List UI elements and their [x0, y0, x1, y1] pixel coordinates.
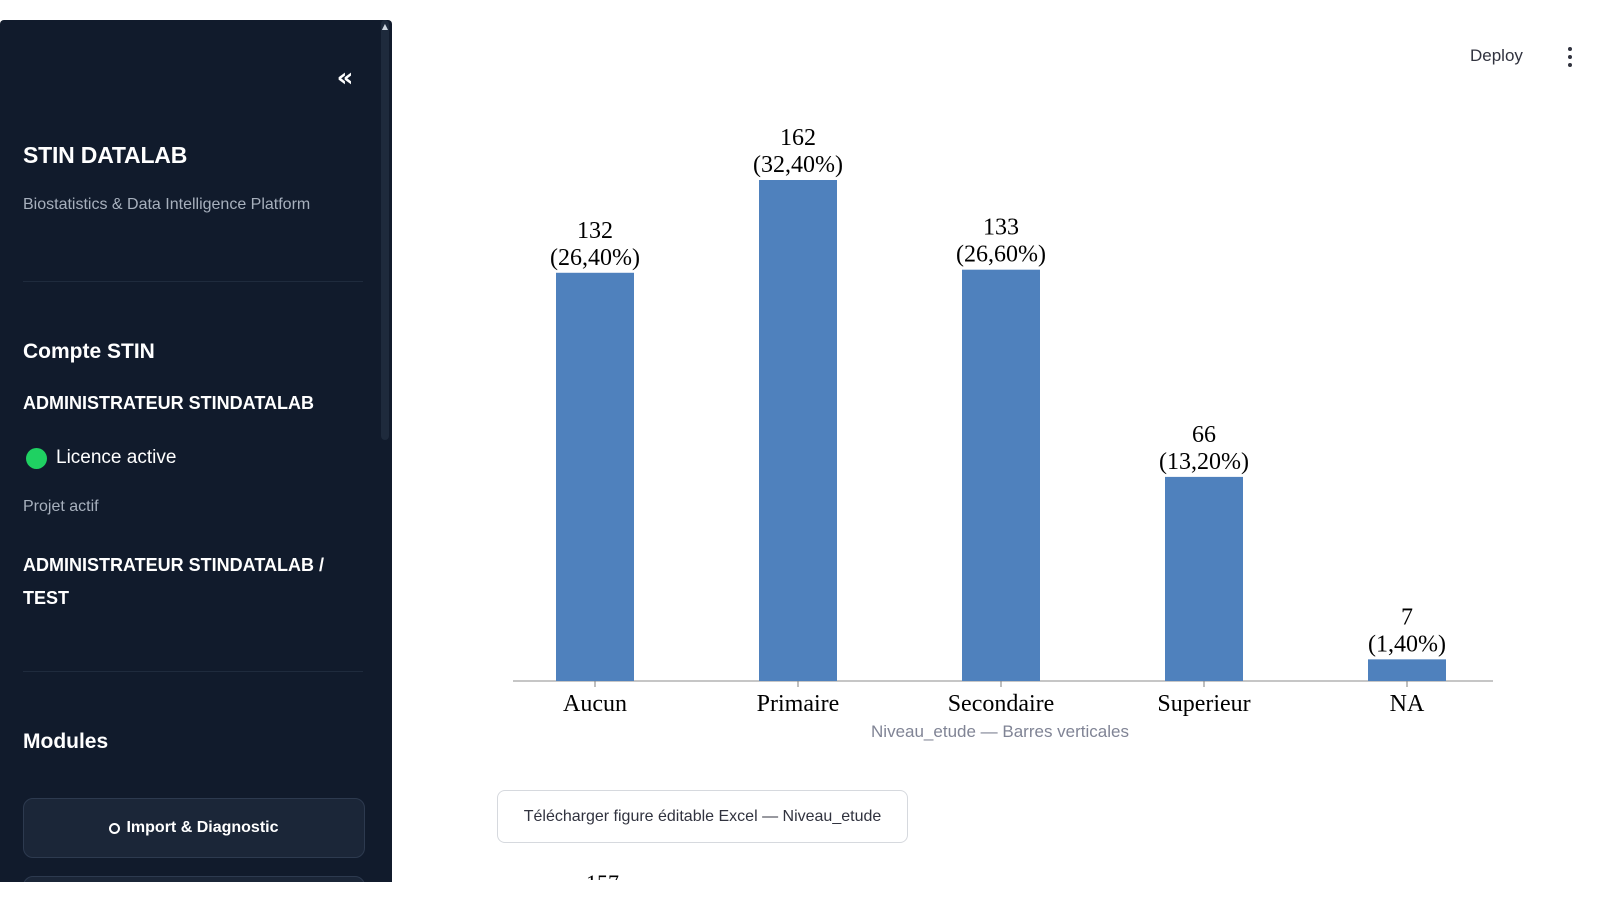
bar — [1368, 659, 1446, 681]
bar-percent-label: (1,40%) — [1368, 631, 1446, 657]
brand-title: STIN DATALAB — [23, 142, 188, 168]
deploy-button[interactable]: Deploy — [1470, 46, 1523, 65]
bar — [962, 269, 1040, 681]
bar-value-label: 133 — [983, 215, 1019, 241]
modules-section-title: Modules — [23, 730, 109, 753]
download-excel-button[interactable]: Télécharger figure éditable Excel — Nive… — [497, 790, 908, 843]
brand-subtitle: Biostatistics & Data Intelligence Platfo… — [23, 196, 311, 213]
collapse-sidebar-button[interactable]: « — [331, 64, 359, 92]
licence-status-label: Licence active — [56, 447, 177, 468]
next-chart-partial-label: 157 — [586, 872, 626, 880]
account-name: ADMINISTRATEUR STINDATALAB — [23, 393, 314, 413]
sidebar-divider — [23, 671, 363, 672]
bar-percent-label: (26,60%) — [956, 242, 1046, 268]
bar-value-label: 132 — [577, 218, 613, 244]
bar — [759, 180, 837, 681]
sidebar: ▲ « STIN DATALAB Biostatistics & Data In… — [0, 20, 392, 882]
circle-icon — [109, 822, 121, 834]
bar — [1165, 476, 1243, 681]
x-tick-label: Secondaire — [948, 691, 1055, 717]
bar-percent-label: (32,40%) — [753, 152, 843, 178]
bar-percent-label: (13,20%) — [1159, 449, 1249, 475]
vertical-dots-icon[interactable] — [1565, 47, 1575, 73]
sidebar-scrollbar[interactable] — [381, 20, 389, 440]
x-tick-label: Primaire — [757, 691, 840, 717]
x-tick-label: Aucun — [563, 691, 627, 717]
x-tick-label: NA — [1390, 691, 1425, 717]
status-dot-icon — [26, 447, 47, 469]
bar-value-label: 162 — [780, 125, 816, 151]
chart-caption: Niveau_etude — Barres verticales — [871, 722, 1129, 741]
module-button-import-diagnostic[interactable]: Import & Diagnostic — [23, 798, 365, 858]
bar-percent-label: (26,40%) — [550, 245, 640, 271]
sidebar-divider — [23, 281, 363, 282]
bar-value-label: 7 — [1401, 604, 1413, 630]
download-button-label: Télécharger figure éditable Excel — Nive… — [523, 807, 882, 825]
scroll-up-icon[interactable]: ▲ — [381, 22, 389, 31]
bar — [556, 272, 634, 681]
project-label: Projet actif — [23, 498, 99, 515]
project-name: ADMINISTRATEUR STINDATALAB / TEST — [23, 555, 324, 608]
bar-value-label: 66 — [1192, 422, 1216, 448]
module-button-label: Import & Diagnostic — [126, 819, 279, 836]
x-tick-label: Superieur — [1157, 691, 1250, 717]
licence-status: Licence active — [26, 447, 176, 469]
account-section-title: Compte STIN — [23, 340, 155, 363]
double-chevron-left-icon: « — [336, 63, 354, 93]
